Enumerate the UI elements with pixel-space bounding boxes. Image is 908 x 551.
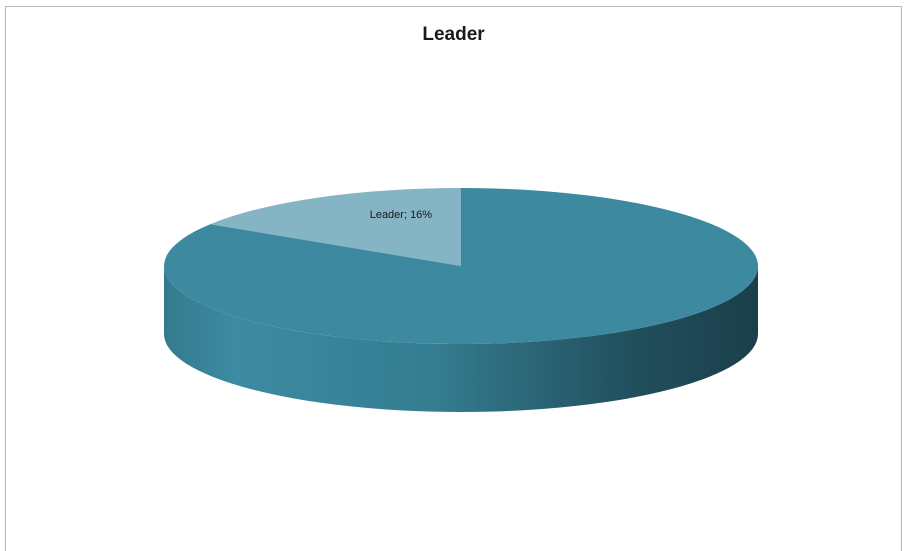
pie-side-wall [164,266,758,412]
pie-slice-1 [163,188,759,344]
pie-side-walls [164,266,758,412]
chart-title: Leader [422,24,485,45]
pie-data-labels: Leader; 16% [370,209,433,221]
pie-slice-leader [210,188,461,266]
data-label-leader: Leader; 16% [370,209,433,221]
pie-top-faces [163,188,759,344]
